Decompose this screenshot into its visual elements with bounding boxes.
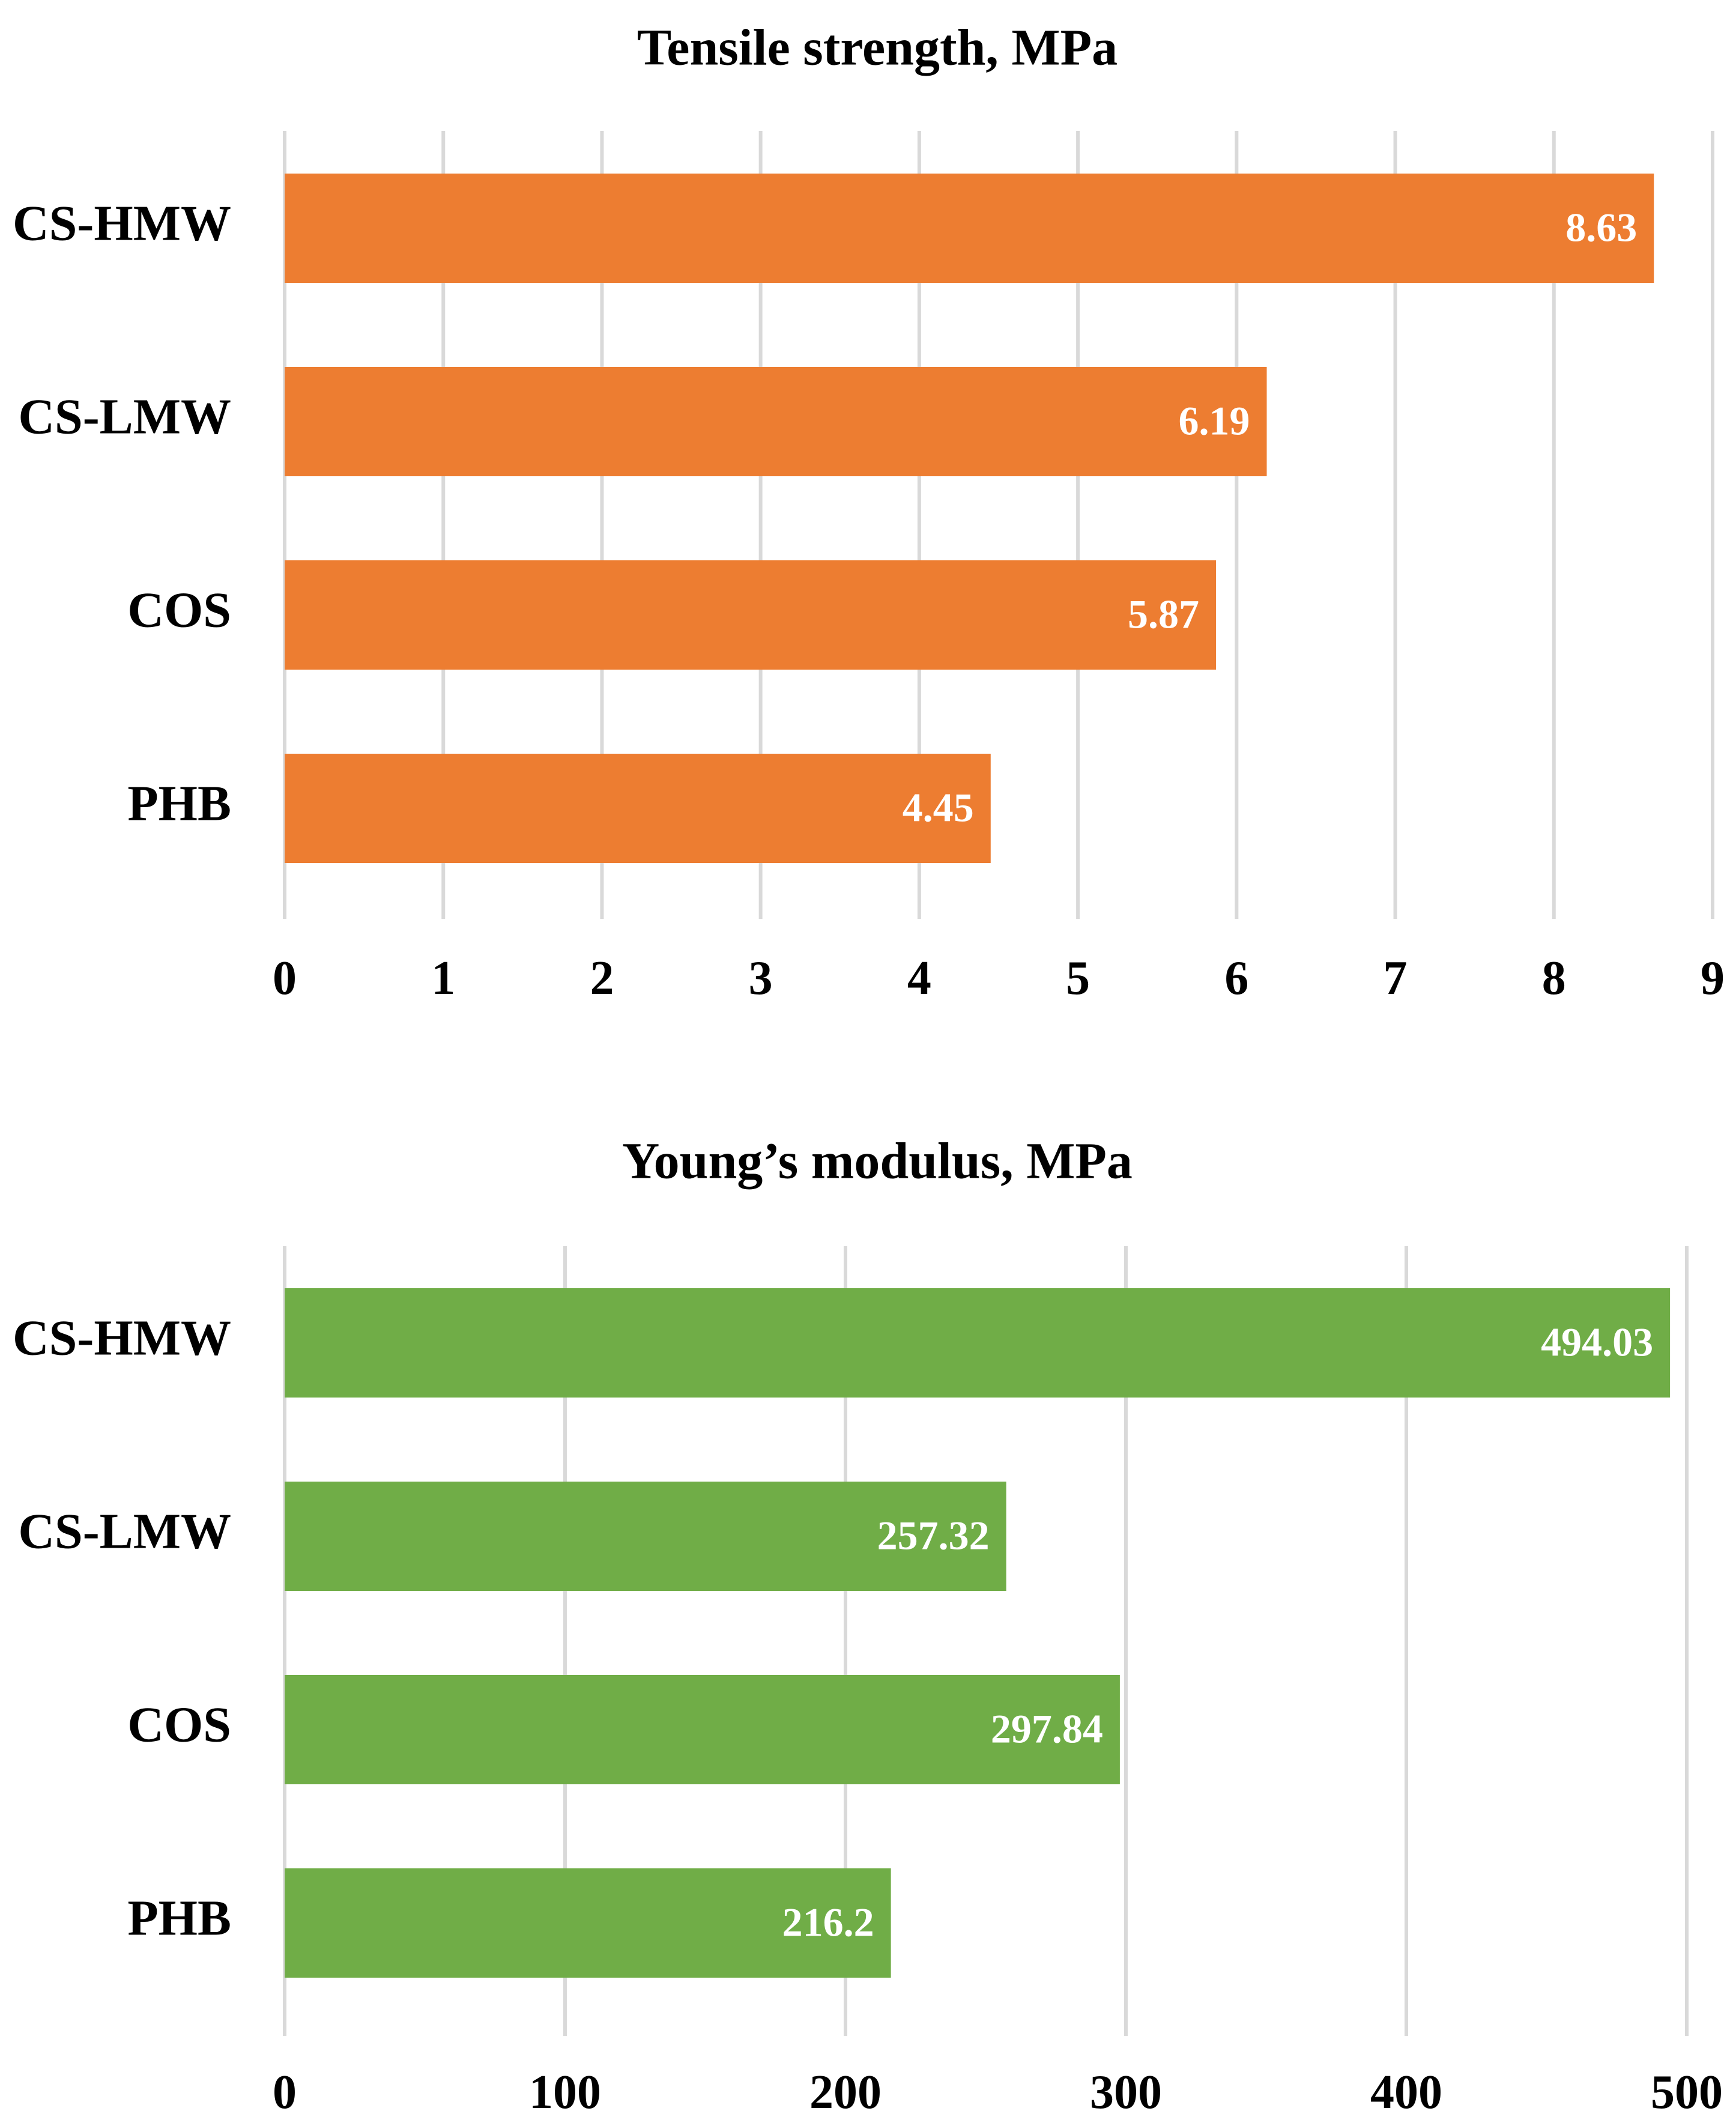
tensile-x-tick-label: 2 [590,952,614,1005]
youngs-bar [285,1675,1120,1784]
youngs-x-tick-label: 300 [1090,2066,1162,2119]
youngs-data-label: 257.32 [877,1513,990,1558]
youngs-category-label: PHB [127,1890,231,1946]
tensile-x-tick-label: 6 [1224,952,1248,1005]
youngs-bar [285,1868,891,1978]
tensile-x-tick-label: 4 [907,952,931,1005]
tensile-category-label: CS-LMW [18,389,231,444]
tensile-bar [285,174,1654,283]
youngs-data-label: 216.2 [782,1900,874,1945]
youngs-data-label: 494.03 [1541,1319,1653,1365]
youngs-x-tick-label: 400 [1370,2066,1442,2119]
tensile-x-tick-label: 5 [1066,952,1090,1005]
youngs-chart-title: Young’s modulus, MPa [622,1132,1133,1190]
tensile-x-tick-label: 1 [431,952,455,1005]
tensile-x-tick-label: 0 [273,952,297,1005]
youngs-bar [285,1482,1006,1591]
tensile-chart-title: Tensile strength, MPa [637,19,1118,76]
youngs-x-tick-label: 100 [529,2066,601,2119]
tensile-category-label: PHB [127,775,231,831]
tensile-bar [285,560,1216,670]
tensile-data-label: 5.87 [1128,592,1199,637]
youngs-category-label: COS [127,1697,231,1752]
tensile-x-tick-label: 7 [1384,952,1408,1005]
tensile-bar [285,754,991,863]
tensile-x-tick-label: 9 [1701,952,1725,1005]
youngs-category-label: CS-LMW [18,1503,231,1559]
tensile-data-label: 8.63 [1565,205,1637,250]
tensile-data-label: 6.19 [1179,398,1250,444]
youngs-x-tick-label: 0 [273,2066,297,2119]
tensile-strength-chart: Tensile strength, MPa 0 1 2 3 4 5 6 7 8 9 CS-HMW 8.6… [13,19,1725,1005]
tensile-x-tick-label: 8 [1542,952,1566,1005]
tensile-bar [285,367,1267,476]
tensile-category-label: CS-HMW [13,195,231,251]
youngs-x-tick-label: 500 [1651,2066,1723,2119]
youngs-data-label: 297.84 [991,1706,1103,1752]
tensile-category-label: COS [127,582,231,638]
youngs-modulus-chart: Young’s modulus, MPa 0 100 200 300 400 500 CS-H… [13,1132,1723,2119]
youngs-category-label: CS-HMW [13,1310,231,1366]
tensile-x-tick-label: 3 [749,952,773,1005]
tensile-data-label: 4.45 [903,785,974,831]
youngs-bar [285,1288,1671,1398]
youngs-x-tick-label: 200 [809,2066,882,2119]
